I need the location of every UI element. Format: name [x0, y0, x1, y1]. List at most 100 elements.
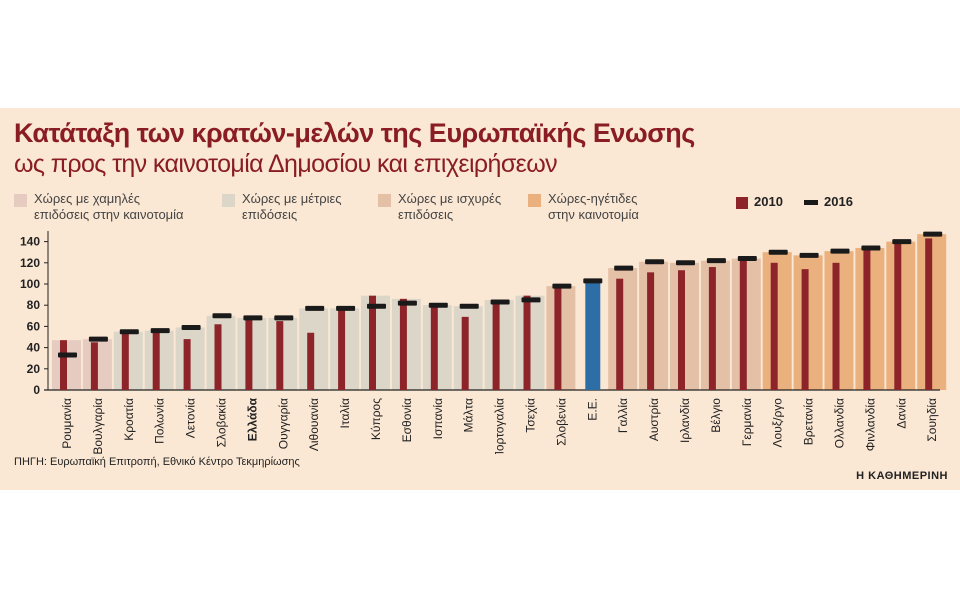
marker-2016: [706, 258, 726, 264]
category-label: Ελλάδα: [245, 397, 259, 441]
category-label: Τσεχία: [524, 398, 538, 433]
category-label: Αυστρία: [647, 398, 661, 441]
legend-label-low: Χώρες με χαμηλές επιδόσεις στην καινοτομ…: [34, 191, 184, 222]
marker-2016: [397, 300, 417, 306]
bar-2010: [183, 339, 191, 390]
legend-swatch-leader: [528, 194, 541, 207]
source-note: ΠΗΓΗ: Ευρωπαϊκή Επιτροπή, Εθνικό Κέντρο …: [14, 456, 300, 468]
bar-2010: [307, 332, 315, 390]
legend-swatch-low: [14, 194, 27, 207]
marker-2016: [892, 239, 912, 245]
bar-2010: [554, 288, 562, 390]
category-label: Φινλανδία: [863, 398, 877, 451]
category-label: Ουγγαρία: [276, 398, 290, 449]
y-tick-label: 80: [27, 298, 41, 312]
category-label: Εσθονία: [400, 398, 414, 442]
bar-2010: [369, 295, 376, 390]
marker-2016: [737, 256, 757, 262]
bar-2010: [523, 295, 531, 390]
marker-2016: [645, 259, 665, 265]
category-label: Σουηδία: [925, 398, 939, 442]
marker-2016: [428, 302, 448, 308]
marker-2016: [243, 315, 263, 321]
y-tick-label: 40: [27, 341, 41, 355]
category-label: Βέλγιο: [709, 398, 723, 433]
bar-eu: [585, 280, 601, 390]
category-label: Σλοβακία: [215, 398, 229, 447]
legend-label-leader: Χώρες-ηγέτιδες στην καινοτομία: [548, 191, 639, 222]
marker-2016: [768, 249, 788, 255]
category-label: Ε.Ε.: [585, 398, 599, 421]
category-label: Πορτογαλία: [493, 398, 507, 454]
marker-2016: [799, 252, 819, 258]
bar-2010: [152, 332, 160, 390]
category-label: Κύπρος: [369, 398, 383, 440]
chart-title: Κατάταξη των κρατών-μελών της Ευρωπαϊκής…: [14, 118, 695, 148]
marker-2016: [676, 260, 695, 266]
marker-2016: [367, 303, 386, 309]
bar-2010: [492, 299, 500, 390]
category-label: Ρουμανία: [60, 398, 74, 449]
marker-2016: [923, 231, 943, 237]
bar-2010: [708, 267, 716, 390]
bar-2010: [801, 269, 809, 390]
bar-2010: [863, 250, 871, 390]
bar-2010: [678, 270, 685, 390]
bar-2010: [338, 309, 346, 390]
marker-2016: [614, 265, 634, 271]
category-label: Γαλλία: [616, 398, 630, 433]
marker-2016: [274, 315, 294, 321]
chart-subtitle: ως προς την καινοτομία Δημοσίου και επιχ…: [14, 150, 558, 178]
legend-label-strong: Χώρες με ισχυρές επιδόσεις: [398, 191, 502, 222]
bar-2010: [399, 298, 407, 390]
category-label: Βουλγαρία: [91, 398, 105, 454]
marker-2016: [861, 245, 881, 251]
marker-2016: [305, 305, 325, 311]
bar-2010: [245, 318, 253, 390]
category-label: Δανία: [894, 398, 908, 429]
bar-2010: [832, 262, 840, 390]
legend-label-2016: 2016: [824, 194, 853, 209]
marker-2016: [181, 324, 201, 330]
y-tick-label: 0: [33, 383, 40, 397]
category-label: Κροατία: [122, 398, 136, 441]
legend-swatch-strong: [378, 194, 391, 207]
marker-2016: [490, 299, 510, 305]
marker-2016: [58, 352, 77, 358]
y-tick-label: 100: [20, 277, 40, 291]
marker-2016: [336, 305, 356, 311]
bar-2010: [276, 321, 284, 390]
category-label: Ολλανδία: [833, 398, 847, 448]
category-label: Ιρλανδία: [678, 398, 692, 443]
bar-2010: [894, 243, 902, 390]
bar-2010: [60, 340, 67, 390]
legend-label-moderate: Χώρες με μέτριες επιδόσεις: [242, 191, 342, 222]
category-label: Ιταλία: [338, 398, 352, 429]
marker-2016: [552, 283, 572, 289]
category-label: Λιθουανία: [307, 398, 321, 451]
legend-swatch-2016: [804, 200, 818, 206]
category-label: Μάλτα: [462, 398, 476, 433]
category-label: Σλοβενία: [554, 398, 568, 446]
bar-2010: [739, 260, 747, 390]
bar-2010: [90, 342, 98, 390]
category-label: Γερμανία: [740, 398, 754, 446]
marker-2016: [88, 336, 108, 342]
bar-2010: [647, 272, 655, 390]
category-label: Βρετανία: [802, 398, 816, 445]
bar-2010: [430, 307, 438, 390]
marker-2016: [212, 313, 232, 319]
publisher-logo: Η ΚΑΘΗΜΕΡΙΝΗ: [856, 470, 948, 482]
y-tick-label: 60: [27, 319, 41, 333]
bar-2010: [461, 316, 469, 390]
category-label: Πολωνία: [153, 398, 167, 444]
marker-2016: [459, 303, 479, 309]
category-label: Λουξ/ργο: [771, 398, 785, 448]
legend-swatch-moderate: [222, 194, 235, 207]
marker-2016: [830, 248, 850, 254]
category-label: Λετονία: [184, 398, 198, 438]
marker-2016: [521, 297, 541, 303]
legend-swatch-2010: [736, 196, 748, 209]
marker-2016: [150, 328, 170, 334]
bar-2010: [616, 278, 624, 390]
